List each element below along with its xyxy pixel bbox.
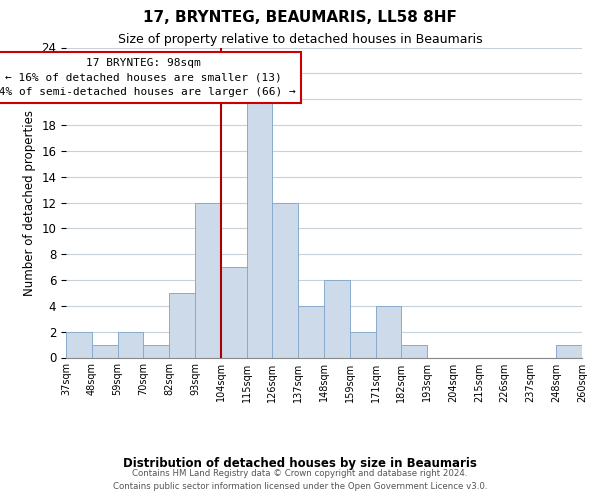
Text: Size of property relative to detached houses in Beaumaris: Size of property relative to detached ho… bbox=[118, 32, 482, 46]
Bar bbox=[298, 306, 324, 358]
Bar bbox=[118, 332, 143, 357]
Y-axis label: Number of detached properties: Number of detached properties bbox=[23, 110, 36, 296]
Bar bbox=[143, 344, 169, 358]
Bar bbox=[92, 344, 118, 358]
Bar bbox=[169, 293, 195, 358]
Text: 17 BRYNTEG: 98sqm
← 16% of detached houses are smaller (13)
84% of semi-detached: 17 BRYNTEG: 98sqm ← 16% of detached hous… bbox=[0, 58, 295, 98]
Bar bbox=[195, 202, 221, 358]
Text: 17, BRYNTEG, BEAUMARIS, LL58 8HF: 17, BRYNTEG, BEAUMARIS, LL58 8HF bbox=[143, 10, 457, 25]
Text: Distribution of detached houses by size in Beaumaris: Distribution of detached houses by size … bbox=[123, 458, 477, 470]
Bar bbox=[272, 202, 298, 358]
Bar bbox=[376, 306, 401, 358]
Bar bbox=[401, 344, 427, 358]
Bar bbox=[221, 267, 247, 358]
Bar bbox=[350, 332, 376, 357]
Bar bbox=[247, 99, 272, 357]
Text: Contains HM Land Registry data © Crown copyright and database right 2024.
Contai: Contains HM Land Registry data © Crown c… bbox=[113, 470, 487, 491]
Bar bbox=[324, 280, 350, 357]
Bar bbox=[66, 332, 92, 357]
Bar bbox=[556, 344, 582, 358]
